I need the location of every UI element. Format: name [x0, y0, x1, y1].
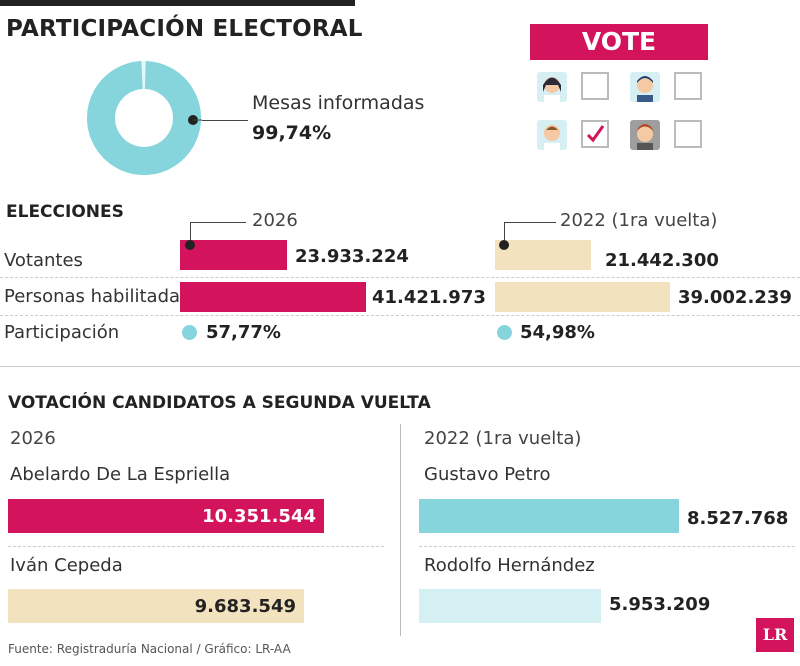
- candidate-name-petro: Gustavo Petro: [424, 464, 551, 485]
- top-rule: [0, 0, 355, 6]
- vote-banner: VOTE: [530, 24, 708, 60]
- woman-avatar-icon: [537, 72, 567, 102]
- participacion-2022-dot: [497, 325, 512, 340]
- candidatos-divider: [400, 424, 401, 636]
- vote-checkbox-2: [674, 72, 702, 100]
- bar-candidate-espriella: [8, 499, 324, 533]
- year-2022-vleader: [504, 222, 505, 242]
- candidatos-heading: VOTACIÓN CANDIDATOS A SEGUNDA VUELTA: [8, 393, 431, 413]
- candidate-name-hernandez: Rodolfo Hernández: [424, 555, 595, 576]
- man-avatar-icon: [630, 72, 660, 102]
- year-2026-vleader: [190, 222, 191, 242]
- vote-checkbox-checked: [581, 120, 609, 148]
- value-votantes-2026: 23.933.224: [295, 246, 409, 267]
- vote-checkbox-1: [581, 72, 609, 100]
- value-habilitadas-2022: 39.002.239: [678, 287, 792, 308]
- value-participacion-2026: 57,77%: [206, 322, 281, 343]
- value-candidate-hernandez: 5.953.209: [609, 594, 711, 615]
- checkmark-icon: [586, 125, 605, 143]
- donut-leader: [202, 120, 248, 121]
- mesas-label: Mesas informadas: [252, 92, 425, 114]
- candidatos-2022-label: 2022 (1ra vuelta): [424, 428, 582, 449]
- bar-votantes-2026: [180, 240, 287, 270]
- bar-votantes-2022: [495, 240, 591, 270]
- row-votantes-label: Votantes: [4, 250, 83, 271]
- separator-left: [8, 546, 384, 547]
- value-habilitadas-2026: 41.421.973: [372, 287, 486, 308]
- mesas-value: 99,74%: [252, 122, 332, 144]
- bar-habilitadas-2022: [495, 282, 670, 312]
- row-participacion-label: Participación: [4, 322, 120, 343]
- value-participacion-2022: 54,98%: [520, 322, 595, 343]
- bar-candidate-hernandez: [419, 589, 601, 623]
- candidate-name-espriella: Abelardo De La Espriella: [10, 464, 231, 485]
- year-2022-leader: [504, 222, 556, 223]
- man-red-hair-avatar-icon: [630, 120, 660, 150]
- woman-brown-hair-avatar-icon: [537, 120, 567, 150]
- value-candidate-espriella: 10.351.544: [202, 506, 316, 527]
- bar-habilitadas-2026: [180, 282, 366, 312]
- candidatos-2026-label: 2026: [10, 428, 56, 449]
- mesas-donut: [87, 61, 202, 175]
- row-habilitadas-label: Personas habilitadas: [4, 286, 190, 307]
- section-divider: [0, 366, 800, 367]
- year-2026-label: 2026: [252, 210, 298, 231]
- bar-candidate-cepeda: [8, 589, 304, 623]
- value-candidate-petro: 8.527.768: [687, 508, 789, 529]
- separator-2: [0, 315, 800, 316]
- value-candidate-cepeda: 9.683.549: [194, 596, 296, 617]
- value-votantes-2022: 21.442.300: [605, 250, 719, 271]
- candidate-name-cepeda: Iván Cepeda: [10, 555, 123, 576]
- vote-checkbox-4: [674, 120, 702, 148]
- source-footer: Fuente: Registraduría Nacional / Gráfico…: [8, 642, 291, 656]
- year-2026-leader: [190, 222, 246, 223]
- bar-votantes-2022-marker: [499, 240, 509, 250]
- elecciones-heading: ELECCIONES: [6, 202, 124, 222]
- lr-logo: LR: [756, 618, 794, 652]
- separator-1: [0, 277, 800, 278]
- separator-right: [419, 546, 795, 547]
- participacion-2026-dot: [182, 325, 197, 340]
- donut-arc: [87, 61, 201, 175]
- bar-votantes-2026-marker: [185, 240, 195, 250]
- page-title: PARTICIPACIÓN ELECTORAL: [6, 16, 363, 42]
- year-2022-label: 2022 (1ra vuelta): [560, 210, 718, 231]
- bar-candidate-petro: [419, 499, 679, 533]
